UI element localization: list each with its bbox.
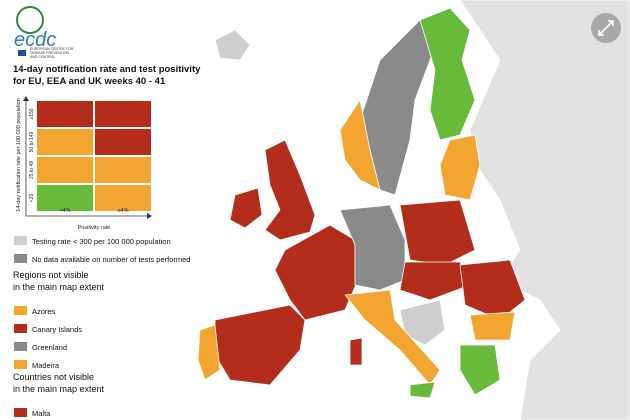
land-sardinia xyxy=(349,337,363,366)
land-france xyxy=(274,224,361,321)
legend-swatch xyxy=(14,408,27,417)
land-germany xyxy=(339,204,406,291)
map xyxy=(197,0,630,420)
matrix-row-label: 50 to 149 xyxy=(29,131,35,152)
land-czech-slovakia-hungary xyxy=(399,261,471,301)
logo-subtitle: AND CONTROL xyxy=(30,55,56,59)
matrix-cell xyxy=(37,101,93,127)
matrix-cell xyxy=(95,185,151,211)
matrix-cell xyxy=(37,185,93,211)
matrix-row-label: 25 to 49 xyxy=(29,161,35,179)
legend-swatch xyxy=(14,360,27,369)
land-iceland xyxy=(214,29,251,61)
matrix-column-label: ≥4% xyxy=(118,208,129,214)
matrix-cell xyxy=(95,129,151,155)
land-italy xyxy=(344,289,441,386)
matrix-row-label: <25 xyxy=(29,194,35,203)
land-finland xyxy=(419,7,476,141)
land-uk xyxy=(264,139,316,241)
legend-swatch xyxy=(14,254,27,263)
legend-label: Testing rate < 300 per 100 000 populatio… xyxy=(32,237,171,246)
section-heading: Countries not visible xyxy=(13,372,94,382)
expand-icon[interactable] xyxy=(598,20,614,36)
matrix-cell xyxy=(95,157,151,183)
expand-button[interactable] xyxy=(591,13,621,43)
legend-label: Azores xyxy=(32,307,56,316)
logo-globe xyxy=(16,6,44,34)
logo-flag xyxy=(18,50,26,56)
matrix-cell xyxy=(37,129,93,155)
matrix-cell xyxy=(95,101,151,127)
land-greece xyxy=(459,344,501,396)
land-portugal xyxy=(197,324,221,381)
matrix-y-axis-label: 14-day notification rate per 100 000 pop… xyxy=(16,98,22,211)
legend-label: Madeira xyxy=(32,361,60,370)
legend-label: Canary Islands xyxy=(32,325,82,334)
legend-swatch xyxy=(14,324,27,333)
legend-swatch xyxy=(14,306,27,315)
matrix-x-axis-label: Positivity rate xyxy=(78,225,111,231)
section-heading: in the main map extent xyxy=(13,384,105,394)
land-ireland xyxy=(229,187,263,229)
section-heading: in the main map extent xyxy=(13,282,105,292)
land-norway-south xyxy=(339,98,381,191)
matrix-row-label: ≥150 xyxy=(29,108,35,119)
legend-label: Greenland xyxy=(32,343,67,352)
legend-swatch xyxy=(14,342,27,351)
land-bulgaria xyxy=(469,311,516,341)
land-baltics xyxy=(439,134,481,201)
legend-label: No data available on number of tests per… xyxy=(32,255,190,264)
legend-panel: ecdc EUROPEAN CENTRE FOR DISEASE PREVENT… xyxy=(13,6,201,418)
land-sicily xyxy=(409,381,436,399)
title: 14-day notification rate and test positi… xyxy=(13,64,201,75)
logo-text: ecdc xyxy=(14,29,56,51)
land-poland xyxy=(399,199,476,266)
land-spain xyxy=(214,304,306,386)
legend-swatch xyxy=(14,236,27,245)
section-heading: Regions not visible xyxy=(13,270,89,280)
logo-subtitle: EUROPEAN CENTRE FOR xyxy=(30,47,74,51)
legend-label: Malta xyxy=(32,409,51,418)
matrix-column-label: <4% xyxy=(59,208,70,214)
land-romania xyxy=(459,259,526,321)
logo-subtitle: DISEASE PREVENTION xyxy=(30,51,69,55)
title: for EU, EEA and UK weeks 40 - 41 xyxy=(13,76,166,87)
matrix-cell xyxy=(37,157,93,183)
